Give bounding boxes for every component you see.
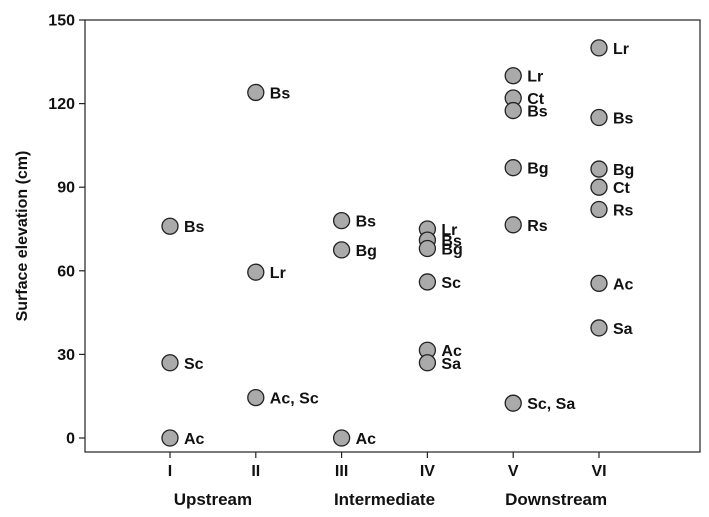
data-point-label: Bs — [356, 214, 377, 231]
data-point — [504, 394, 522, 412]
data-point — [590, 319, 608, 337]
group-label: Upstream — [174, 490, 252, 509]
data-point — [590, 108, 608, 127]
data-point-label: Sc — [441, 275, 461, 292]
data-point — [247, 83, 265, 102]
x-tick-label: V — [508, 463, 519, 480]
data-point-label: Lr — [613, 41, 629, 58]
data-point-label: Bg — [356, 243, 377, 260]
y-axis: 0 30 60 90 120 150 — [48, 13, 85, 448]
data-point-label: Ac — [613, 276, 634, 293]
data-point — [247, 388, 265, 407]
data-point — [332, 241, 351, 259]
data-point-label: Sc, Sa — [527, 396, 575, 413]
x-tick-label: IV — [420, 463, 435, 480]
data-point — [161, 429, 179, 447]
data-point-label: Bs — [613, 111, 634, 128]
data-point — [590, 178, 608, 196]
data-point — [418, 354, 437, 372]
data-point-label: Bg — [527, 161, 548, 178]
data-point — [161, 354, 179, 372]
plot-frame — [84, 19, 701, 453]
data-point — [504, 101, 522, 120]
y-tick-label: 30 — [57, 347, 75, 364]
data-point-label: Ct — [527, 91, 545, 108]
data-point-label: Ac — [184, 431, 205, 448]
data-point-label: Bg — [613, 162, 634, 179]
group-label: Downstream — [505, 490, 607, 509]
group-labels: Upstream Intermediate Downstream — [174, 490, 607, 509]
x-tick-label: I — [168, 463, 172, 480]
data-point-label: Ac, Sc — [270, 391, 319, 408]
y-tick-label: 150 — [48, 13, 75, 30]
data-point-label: Sa — [441, 356, 461, 373]
y-tick-label: 60 — [57, 263, 75, 280]
data-point — [504, 67, 522, 85]
data-point-label: Lr — [441, 222, 457, 239]
data-point-label: Ac — [356, 431, 377, 448]
x-tick-label: VI — [591, 463, 606, 480]
data-point-label: Sa — [613, 321, 633, 338]
data-point-label: Rs — [613, 202, 634, 219]
data-point-label: Lr — [527, 69, 543, 86]
data-point-label: Bs — [441, 233, 462, 250]
y-tick-label: 90 — [57, 180, 75, 197]
data-point — [332, 429, 351, 447]
data-point — [590, 274, 608, 292]
data-point — [247, 263, 265, 281]
data-point-label: Sc — [184, 356, 204, 373]
y-tick-label: 0 — [66, 431, 75, 448]
data-point — [418, 239, 437, 258]
data-point — [504, 216, 522, 234]
data-point-label: Lr — [270, 265, 286, 282]
data-point — [161, 217, 179, 235]
data-point — [418, 273, 437, 291]
data-point — [332, 211, 351, 230]
group-label: Intermediate — [334, 490, 435, 509]
data-point — [590, 160, 608, 178]
data-point-label: Bs — [184, 219, 205, 236]
data-point-label: Bs — [270, 85, 291, 102]
y-axis-title: Surface elevation (cm) — [14, 151, 31, 322]
data-point — [590, 200, 608, 219]
x-axis: I II III IV V VI — [168, 452, 607, 480]
x-tick-label: III — [335, 463, 348, 480]
data-point-label: Rs — [527, 218, 548, 235]
data-point-label: Bs — [527, 104, 548, 121]
x-tick-label: II — [251, 463, 260, 480]
data-point-label: Ac — [441, 343, 462, 360]
data-point-label: Ct — [613, 180, 631, 197]
y-tick-label: 120 — [48, 96, 75, 113]
data-point — [590, 39, 608, 57]
data-point-label: Bg — [441, 242, 462, 259]
data-point — [504, 159, 522, 177]
